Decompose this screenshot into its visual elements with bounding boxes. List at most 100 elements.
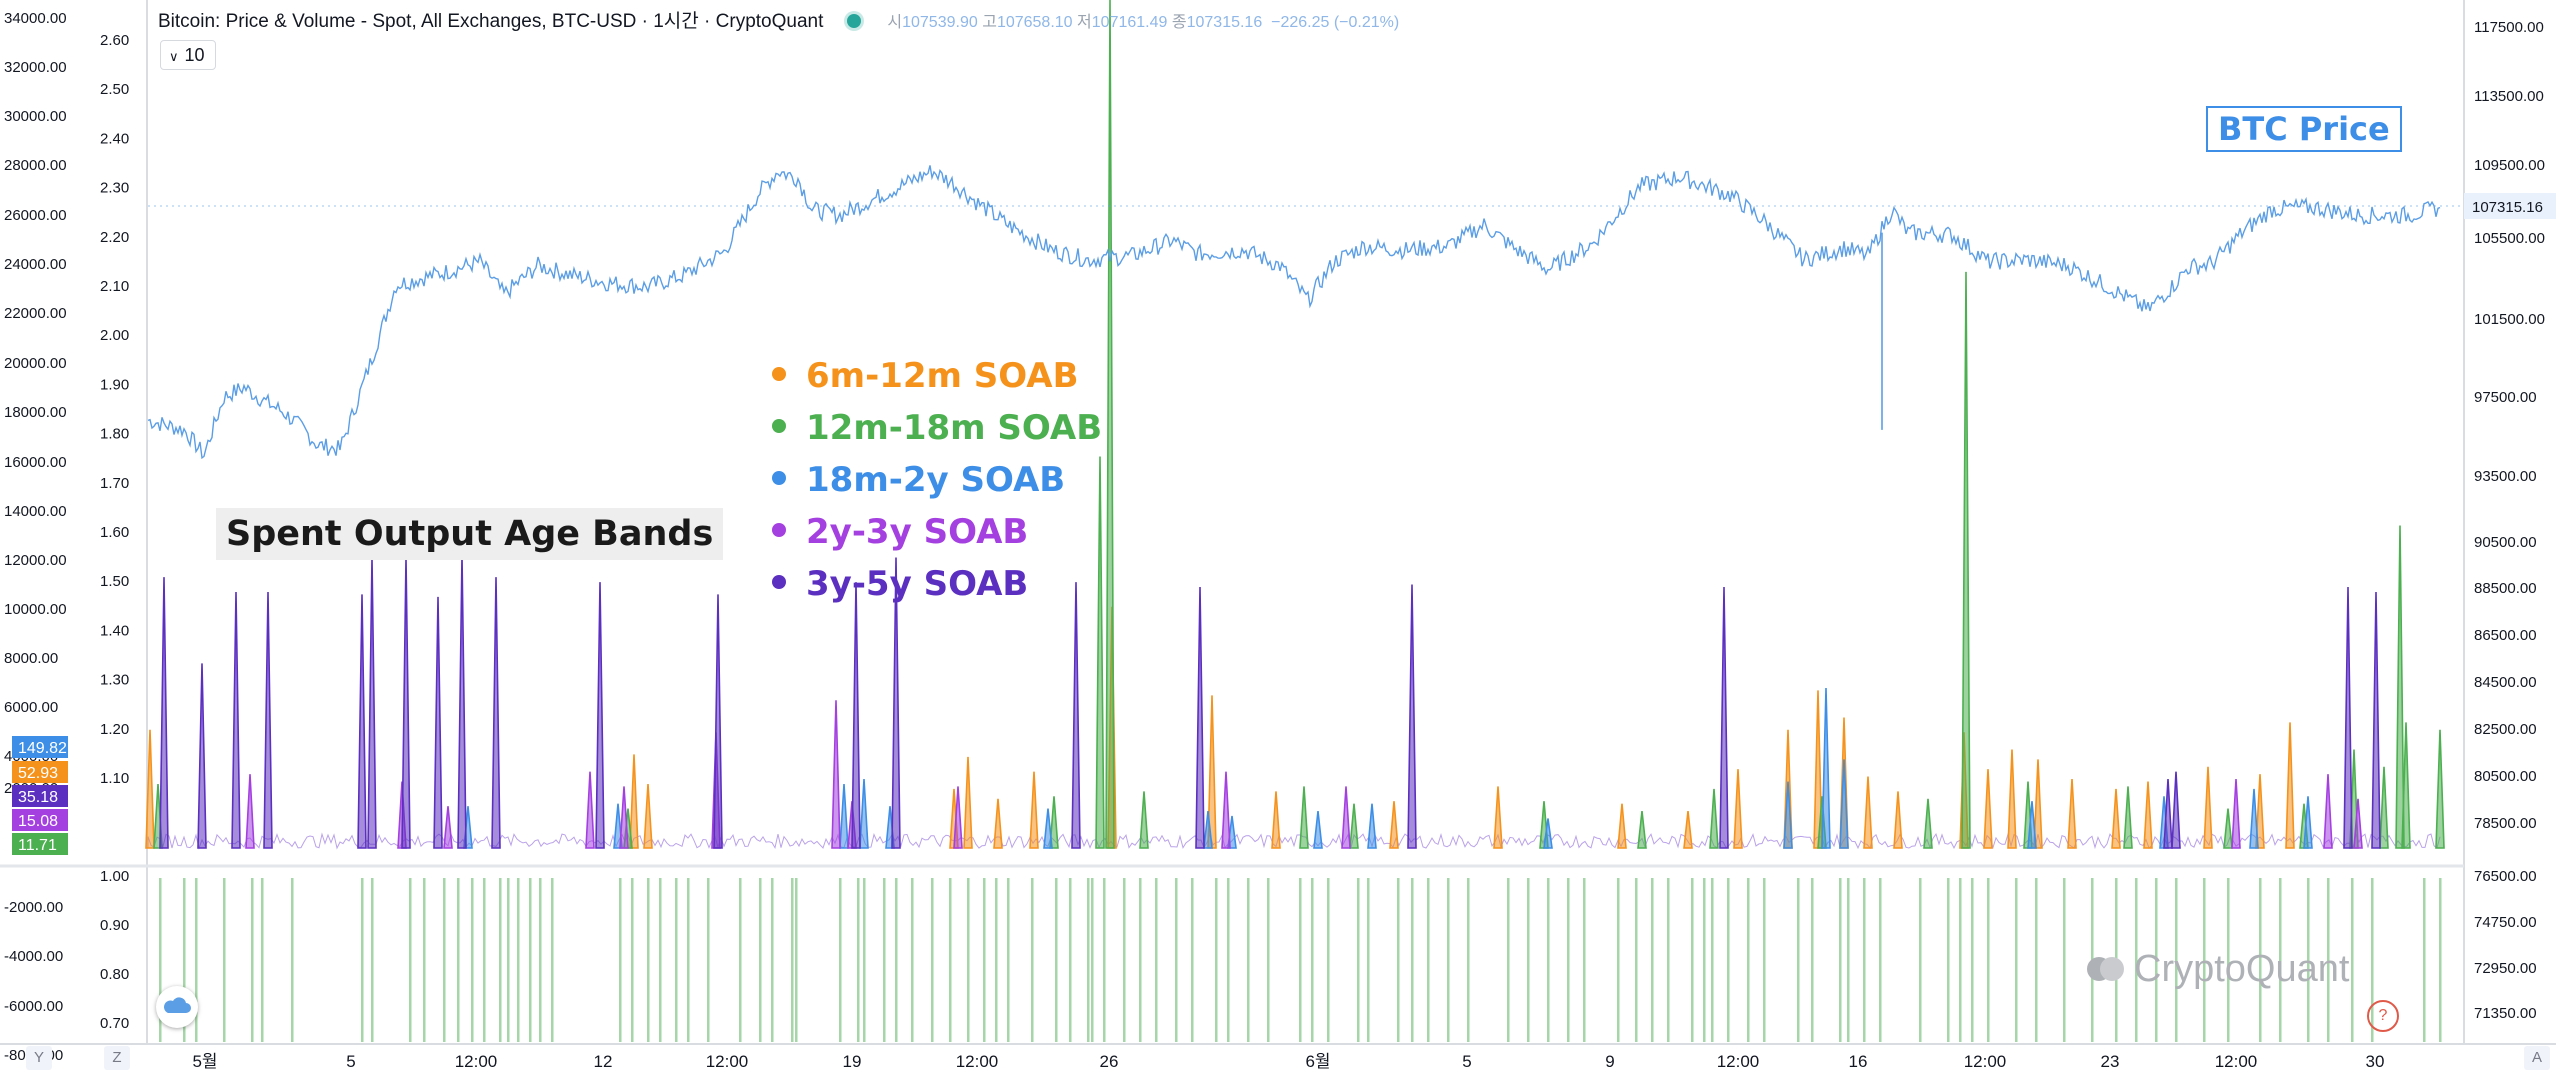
symbol-title[interactable]: Bitcoin: Price & Volume - Spot, All Exch… <box>158 11 824 32</box>
lower-pane-bar <box>2259 878 2262 1042</box>
soab-spike <box>1683 810 1693 849</box>
legend-bullet-icon <box>772 471 786 485</box>
time-axis-tick: 5월 <box>192 1052 217 1071</box>
soab-spike <box>367 557 377 849</box>
soab-spike <box>1719 587 1729 849</box>
left-axis-tick: 16000.00 <box>4 454 67 471</box>
lower-pane-bar <box>517 878 520 1042</box>
price-axis-tick: 101500.00 <box>2474 311 2545 328</box>
soab-spike <box>1071 582 1081 849</box>
soab-spike <box>2007 749 2017 849</box>
lower-pane-bar <box>1155 878 1158 1042</box>
last-value-badge <box>12 833 68 855</box>
soab-spike <box>443 806 453 849</box>
lower-pane-bar <box>995 878 998 1042</box>
lower-pane-bar <box>739 878 742 1042</box>
help-button[interactable]: ? <box>2367 1000 2399 1032</box>
time-axis-tick: 5 <box>1462 1052 1471 1071</box>
soab-spike <box>643 783 653 849</box>
lower-pane-bar <box>1583 878 1586 1042</box>
lower-pane-bar <box>1311 878 1314 1042</box>
time-axis-tick: 30 <box>2366 1052 2385 1071</box>
soab-spike <box>1221 771 1231 849</box>
soab-spike <box>1821 687 1831 849</box>
left-axis-tick: 24000.00 <box>4 256 67 273</box>
lower-pane-bar <box>2279 878 2282 1042</box>
time-axis-tick: 16 <box>1849 1052 1868 1071</box>
soab-spike <box>401 557 411 849</box>
lower-pane-bar <box>1919 878 1922 1042</box>
soab-spike <box>629 754 639 849</box>
soab-spike <box>859 779 869 849</box>
last-value-badge-text: 11.71 <box>18 837 57 854</box>
lower-pane-bar <box>1617 878 1620 1042</box>
price-axis[interactable]: 117500.00 113500.00 109500.00 105500.00 1015… <box>2464 19 2556 1022</box>
last-price-badge <box>2464 193 2556 219</box>
lower-pane-bar <box>371 878 374 1042</box>
soab-spike <box>2027 801 2037 849</box>
soab-spike <box>263 591 273 849</box>
lower-pane-bar <box>759 878 762 1042</box>
lower-pane-bar <box>195 878 198 1042</box>
left-axis-tick: 32000.00 <box>4 59 67 76</box>
soab-spike <box>457 555 467 849</box>
price-axis-tick: 109500.00 <box>2474 157 2545 174</box>
price-axis-tick: 76500.00 <box>2474 868 2537 885</box>
lower-pane-bar <box>1367 878 1370 1042</box>
lower-pane-bar <box>1811 878 1814 1042</box>
lower-pane-bar <box>1007 878 1010 1042</box>
z-scale-button[interactable]: Z <box>104 1046 130 1070</box>
price-axis-tick: 80500.00 <box>2474 768 2537 785</box>
ratio-axis-tick: 2.00 <box>100 327 129 344</box>
soab-spike <box>2163 779 2173 849</box>
price-axis-tick: 97500.00 <box>2474 389 2537 406</box>
lower-pane-bar <box>291 878 294 1042</box>
ratio-value-axis[interactable]: 2.60 2.50 2.40 2.30 2.20 2.10 2.00 1.90 1.80 1.70… <box>100 32 129 787</box>
soab-spike <box>2067 779 2077 849</box>
lower-pane-bar <box>1703 878 1706 1042</box>
soab-spike <box>1313 810 1323 849</box>
lower-pane-bar <box>551 878 554 1042</box>
price-axis-tick: 71350.00 <box>2474 1005 2537 1022</box>
soab-spike <box>2123 786 2133 849</box>
market-status-icon <box>847 14 862 28</box>
lower-value-axis[interactable]: 1.00 0.90 0.80 0.70 <box>100 868 129 1032</box>
left-axis-tick: 12000.00 <box>4 552 67 569</box>
soab-spike <box>2379 766 2389 849</box>
time-axis[interactable]: 5월 5 12:00 12 12:00 19 12:00 26 6월 5 9 12:00 16 12:00… <box>192 1052 2384 1071</box>
auto-scale-button[interactable]: A <box>2524 1046 2550 1070</box>
lower-pane-bar <box>2307 878 2310 1042</box>
left-axis-tick: -6000.00 <box>4 998 63 1015</box>
soab-spike <box>851 582 861 849</box>
lower-pane-bar <box>1651 878 1654 1042</box>
soab-spike <box>1839 759 1849 849</box>
time-axis-tick: 12:00 <box>1964 1052 2007 1071</box>
lower-pane-bar <box>529 878 532 1042</box>
time-axis-tick: 12:00 <box>706 1052 749 1071</box>
lower-pane-bar <box>911 878 914 1042</box>
soab-spike <box>1783 781 1793 849</box>
interval-dropdown[interactable]: ∨ 10 <box>160 40 216 70</box>
soab-spike <box>1271 791 1281 849</box>
lower-pane-bar <box>2423 878 2426 1042</box>
time-axis-tick: 5 <box>346 1052 355 1071</box>
price-axis-tick: 82500.00 <box>2474 721 2537 738</box>
soab-spike <box>1095 456 1105 849</box>
last-price-value: 107315.16 <box>2472 199 2543 216</box>
lower-pane-bar <box>223 878 226 1042</box>
chevron-down-icon: ∨ <box>169 49 179 64</box>
y-scale-button[interactable]: Y <box>26 1046 52 1070</box>
time-axis-tick: 23 <box>2101 1052 2120 1071</box>
cloud-save-button[interactable] <box>156 986 198 1028</box>
soab-spike <box>2171 771 2181 849</box>
lower-pane-bar <box>1527 878 1530 1042</box>
soab-spike <box>1049 796 1059 849</box>
lower-pane-bar <box>1747 878 1750 1042</box>
lower-pane-bar <box>539 878 542 1042</box>
ratio-axis-tick: 2.40 <box>100 130 129 147</box>
lower-pane-bar <box>2227 878 2230 1042</box>
lower-pane-bar <box>839 878 842 1042</box>
lower-pane-bar <box>1103 878 1106 1042</box>
lower-pane-bar <box>1847 878 1850 1042</box>
lower-pane-bar <box>361 878 364 1042</box>
